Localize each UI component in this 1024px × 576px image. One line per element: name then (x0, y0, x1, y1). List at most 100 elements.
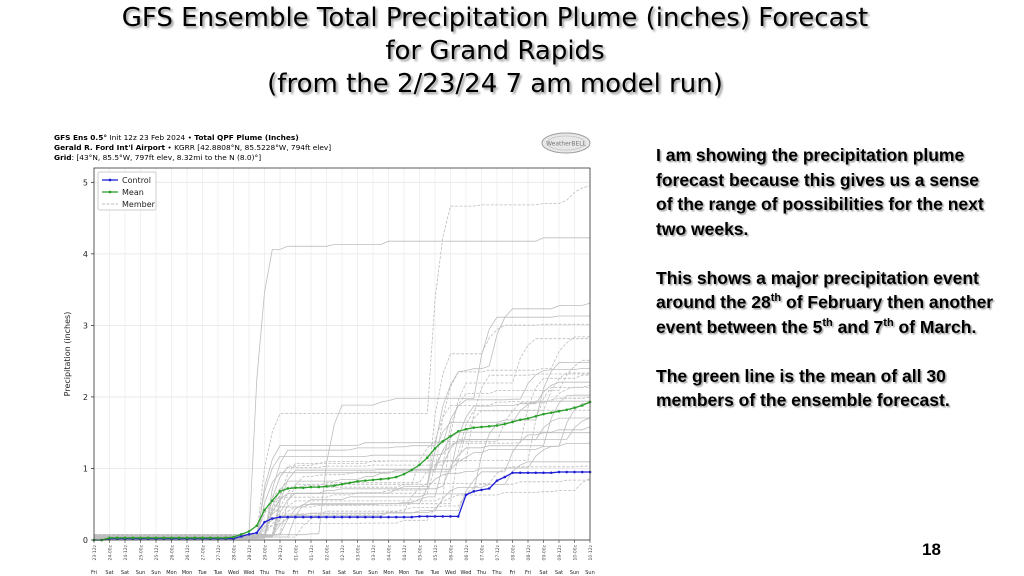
member-line (94, 417, 591, 536)
mean-line-point (294, 486, 297, 490)
station-name: Gerald R. Ford Int'l Airport (54, 143, 166, 152)
x-tick-label: 01-00z (294, 544, 300, 560)
mean-line-point (534, 414, 538, 418)
chart-header-line-1: GFS Ens 0.5° Init 12z 23 Feb 2024 • Tota… (54, 133, 534, 143)
chart-legend: Control Mean Member (97, 171, 157, 211)
x-day-label: Fri (91, 570, 97, 576)
mean-line-point (487, 424, 491, 428)
x-tick-label: 27-00z (201, 544, 207, 560)
control-line-point (278, 515, 282, 519)
x-day-label: Sun (353, 570, 363, 576)
control-line-point (402, 515, 406, 519)
control-line-point (565, 470, 569, 474)
mean-line-point (363, 479, 367, 482)
x-tick-label: 04-00z (387, 544, 393, 560)
p2-part-b: of February then another event between t… (656, 292, 994, 337)
x-day-label: Thu (274, 570, 284, 576)
mean-line-point (348, 481, 352, 485)
mean-line-point (239, 532, 243, 536)
control-line-point (464, 493, 468, 497)
mean-line-point (154, 536, 158, 540)
model-name: GFS Ens 0.5° (54, 133, 108, 142)
x-tick-label: 25-00z (139, 544, 145, 560)
member-line (94, 387, 590, 535)
station-location: • KGRR [42.8808°N, 85.5228°W, 794ft elev… (165, 143, 332, 152)
control-line-point (255, 531, 259, 535)
control-line-point (580, 470, 584, 474)
x-day-label: Sun (151, 570, 161, 576)
slide-title-line-3: (from the 2/23/24 7 am model run) (267, 69, 723, 99)
x-tick-label: 24-12z (123, 544, 129, 560)
control-line-point (487, 487, 491, 490)
mean-line-point (480, 425, 483, 429)
mean-line-point (139, 536, 142, 540)
mean-line-point (495, 424, 499, 427)
control-line-point (270, 517, 274, 520)
mean-line-point (456, 429, 460, 433)
mean-line-point (503, 422, 507, 426)
control-line-point (363, 515, 367, 519)
x-tick-label: 29-12z (278, 544, 284, 560)
chart-header-line-3: Grid: [43°N, 85.5°W, 797ft elev, 8.32mi … (54, 153, 534, 163)
axes-layer: 0 1 2 3 4 5 Precipitation (inches) 23-12z Fri 24-… (63, 167, 595, 576)
mean-line-point (526, 417, 530, 420)
control-line-point (526, 471, 530, 475)
mean-line-point (278, 490, 282, 493)
mean-line-point (549, 411, 553, 414)
x-tick-label: 04-12z (402, 544, 408, 560)
x-tick-label: 06-00z (449, 544, 455, 560)
mean-line-point (263, 508, 266, 512)
x-tick-label: 01-12z (309, 544, 315, 560)
x-tick-label: 07-12z (495, 544, 501, 560)
control-line-point (518, 471, 522, 475)
mean-line-point (332, 484, 336, 487)
x-day-label: Tue (197, 570, 207, 576)
p2-sup-3: th (883, 316, 894, 329)
grid-label: Grid (54, 153, 72, 162)
mean-line-point (356, 480, 359, 483)
y-tick-label: 2 (83, 393, 88, 402)
p2-sup-2: th (822, 316, 833, 329)
product-name: Total QPF Plume (Inches) (194, 133, 299, 142)
x-day-label: Sun (570, 570, 580, 576)
mean-line-point (425, 456, 429, 460)
member-line (94, 361, 590, 537)
control-line-point (557, 470, 561, 474)
mean-line-point (286, 487, 290, 490)
y-tick-label: 3 (83, 321, 88, 330)
mean-line-point (309, 485, 313, 489)
x-day-label: Tue (213, 570, 223, 576)
slide-title-line-1: GFS Ensemble Total Precipitation Plume (… (121, 3, 869, 33)
x-day-label: Wed (461, 570, 472, 576)
x-day-label: Mon (182, 570, 193, 576)
x-tick-label: 27-12z (216, 544, 222, 560)
x-tick-label: 06-12z (464, 544, 470, 560)
control-line-point (309, 515, 313, 519)
mean-line-point (216, 536, 220, 540)
x-tick-label: 10-12z (588, 544, 594, 560)
legend-frame (97, 171, 157, 211)
control-line-point (340, 515, 344, 519)
mean-line-point (441, 439, 445, 443)
y-tick-label: 5 (83, 178, 88, 187)
p2-part-a: This shows a major precipitation event a… (656, 267, 979, 313)
chart-header-line-2: Gerald R. Ford Int'l Airport • KGRR [42.… (54, 143, 534, 153)
commentary-paragraph-1: I am showing the precipitation plume for… (656, 145, 984, 239)
page-number: 18 (922, 540, 941, 559)
control-line-point (472, 490, 476, 493)
x-tick-label: 03-00z (356, 544, 362, 560)
x-day-label: Fri (308, 570, 314, 576)
control-line-point (480, 488, 483, 492)
x-tick-label: 23-12z (92, 544, 98, 560)
control-line-point (456, 515, 460, 518)
legend-member-label: Member (122, 200, 156, 209)
control-line-point (379, 515, 383, 519)
x-tick-label: 28-12z (247, 544, 253, 560)
x-day-label: Sat (105, 570, 113, 576)
control-line-point (263, 520, 266, 524)
series-lines (92, 400, 592, 542)
x-day-label: Thu (491, 570, 501, 576)
control-line-point (425, 515, 429, 518)
mean-line-point (131, 536, 135, 540)
x-tick-label: 02-00z (325, 544, 331, 560)
